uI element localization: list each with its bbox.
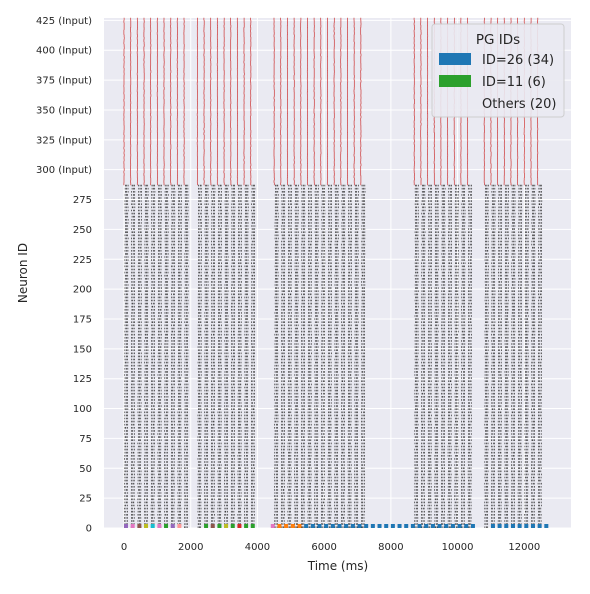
y-axis-label: Neuron ID — [16, 243, 30, 303]
pg-marker-26 — [317, 524, 321, 528]
pg-marker-26 — [344, 524, 348, 528]
pg-marker-26 — [544, 524, 548, 528]
legend: PG IDs ID=26 (34) ID=11 (6) Others (20) — [432, 24, 564, 117]
pg-marker-26 — [504, 524, 508, 528]
x-tick-label: 12000 — [508, 542, 540, 553]
pg-marker-26 — [444, 524, 448, 528]
x-tick-label: 4000 — [245, 542, 270, 553]
pg-marker-other — [177, 524, 181, 528]
y-tick-label: 50 — [79, 464, 92, 475]
pg-marker-11 — [217, 524, 221, 528]
pg-marker-other — [224, 524, 228, 528]
pg-marker-26 — [364, 524, 368, 528]
legend-label-others: Others (20) — [482, 97, 557, 112]
pg-marker-26 — [324, 524, 328, 528]
pg-marker-other — [297, 524, 301, 528]
pg-marker-26 — [398, 524, 402, 528]
pg-marker-other — [131, 524, 135, 528]
y-tick-label: 200 — [73, 285, 92, 296]
pg-marker-11 — [251, 524, 255, 528]
pg-marker-26 — [331, 524, 335, 528]
y-tick-label: 0 — [86, 524, 92, 535]
pg-marker-26 — [358, 524, 362, 528]
pg-marker-26 — [498, 524, 502, 528]
pg-marker-11 — [231, 524, 235, 528]
pg-marker-26 — [384, 524, 388, 528]
pg-marker-26 — [464, 524, 468, 528]
x-axis-label: Time (ms) — [307, 559, 369, 573]
pg-marker-11 — [244, 524, 248, 528]
pg-marker-26 — [438, 524, 442, 528]
pg-marker-other — [211, 524, 215, 528]
pg-marker-26 — [524, 524, 528, 528]
pg-marker-26 — [458, 524, 462, 528]
y-tick-label: 300 (Input) — [36, 165, 92, 176]
pg-marker-other — [157, 524, 161, 528]
pg-marker-26 — [418, 524, 422, 528]
y-tick-label: 350 (Input) — [36, 105, 92, 116]
x-tick-label: 8000 — [378, 542, 403, 553]
y-tick-label: 75 — [79, 434, 92, 445]
y-tick-label: 375 (Input) — [36, 76, 92, 87]
pg-marker-other — [271, 524, 275, 528]
pg-marker-26 — [471, 524, 475, 528]
pg-marker-26 — [511, 524, 515, 528]
pg-marker-26 — [311, 524, 315, 528]
x-tick-label: 6000 — [311, 542, 336, 553]
legend-label-pg26: ID=26 (34) — [482, 53, 554, 68]
pg-marker-11 — [164, 524, 168, 528]
pg-marker-26 — [518, 524, 522, 528]
pg-marker-26 — [351, 524, 355, 528]
y-tick-label: 175 — [73, 314, 92, 325]
y-tick-label: 100 — [73, 404, 92, 415]
legend-label-pg11: ID=11 (6) — [482, 75, 546, 90]
y-tick-label: 225 — [73, 255, 92, 266]
y-tick-label: 275 — [73, 195, 92, 206]
y-tick-label: 150 — [73, 344, 92, 355]
x-tick-label: 2000 — [178, 542, 203, 553]
x-tick-labels: 0 2000 4000 6000 8000 10000 12000 — [121, 542, 540, 553]
pg-marker-other — [144, 524, 148, 528]
pg-marker-26 — [431, 524, 435, 528]
legend-title: PG IDs — [476, 32, 520, 48]
pg-marker-other — [124, 524, 128, 528]
pg-marker-26 — [338, 524, 342, 528]
pg-marker-26 — [304, 524, 308, 528]
y-tick-label: 250 — [73, 225, 92, 236]
pg-marker-26 — [391, 524, 395, 528]
y-tick-label: 25 — [79, 494, 92, 505]
pg-marker-other — [171, 524, 175, 528]
x-tick-label: 10000 — [442, 542, 474, 553]
pg-marker-26 — [451, 524, 455, 528]
pg-marker-26 — [538, 524, 542, 528]
pg-marker-other — [237, 524, 241, 528]
pg-marker-26 — [411, 524, 415, 528]
pg-marker-26 — [424, 524, 428, 528]
pg-marker-other — [284, 524, 288, 528]
pg-marker-other — [291, 524, 295, 528]
pg-marker-11 — [204, 524, 208, 528]
pg-marker-other — [137, 524, 141, 528]
y-tick-label: 125 — [73, 374, 92, 385]
y-tick-labels: 0 25 50 75 100 125 150 175 200 225 250 275 300 (Inpu… — [36, 16, 92, 535]
pg-marker-26 — [404, 524, 408, 528]
y-tick-label: 425 (Input) — [36, 16, 92, 27]
pg-marker-other — [277, 524, 281, 528]
y-tick-label: 325 (Input) — [36, 135, 92, 146]
legend-swatch-pg26 — [439, 53, 471, 65]
pg-marker-26 — [491, 524, 495, 528]
pg-marker-other — [151, 524, 155, 528]
legend-swatch-pg11 — [439, 75, 471, 87]
pg-marker-26 — [531, 524, 535, 528]
y-tick-label: 400 (Input) — [36, 46, 92, 57]
pg-marker-26 — [371, 524, 375, 528]
x-tick-label: 0 — [121, 542, 127, 553]
pg-marker-26 — [378, 524, 382, 528]
